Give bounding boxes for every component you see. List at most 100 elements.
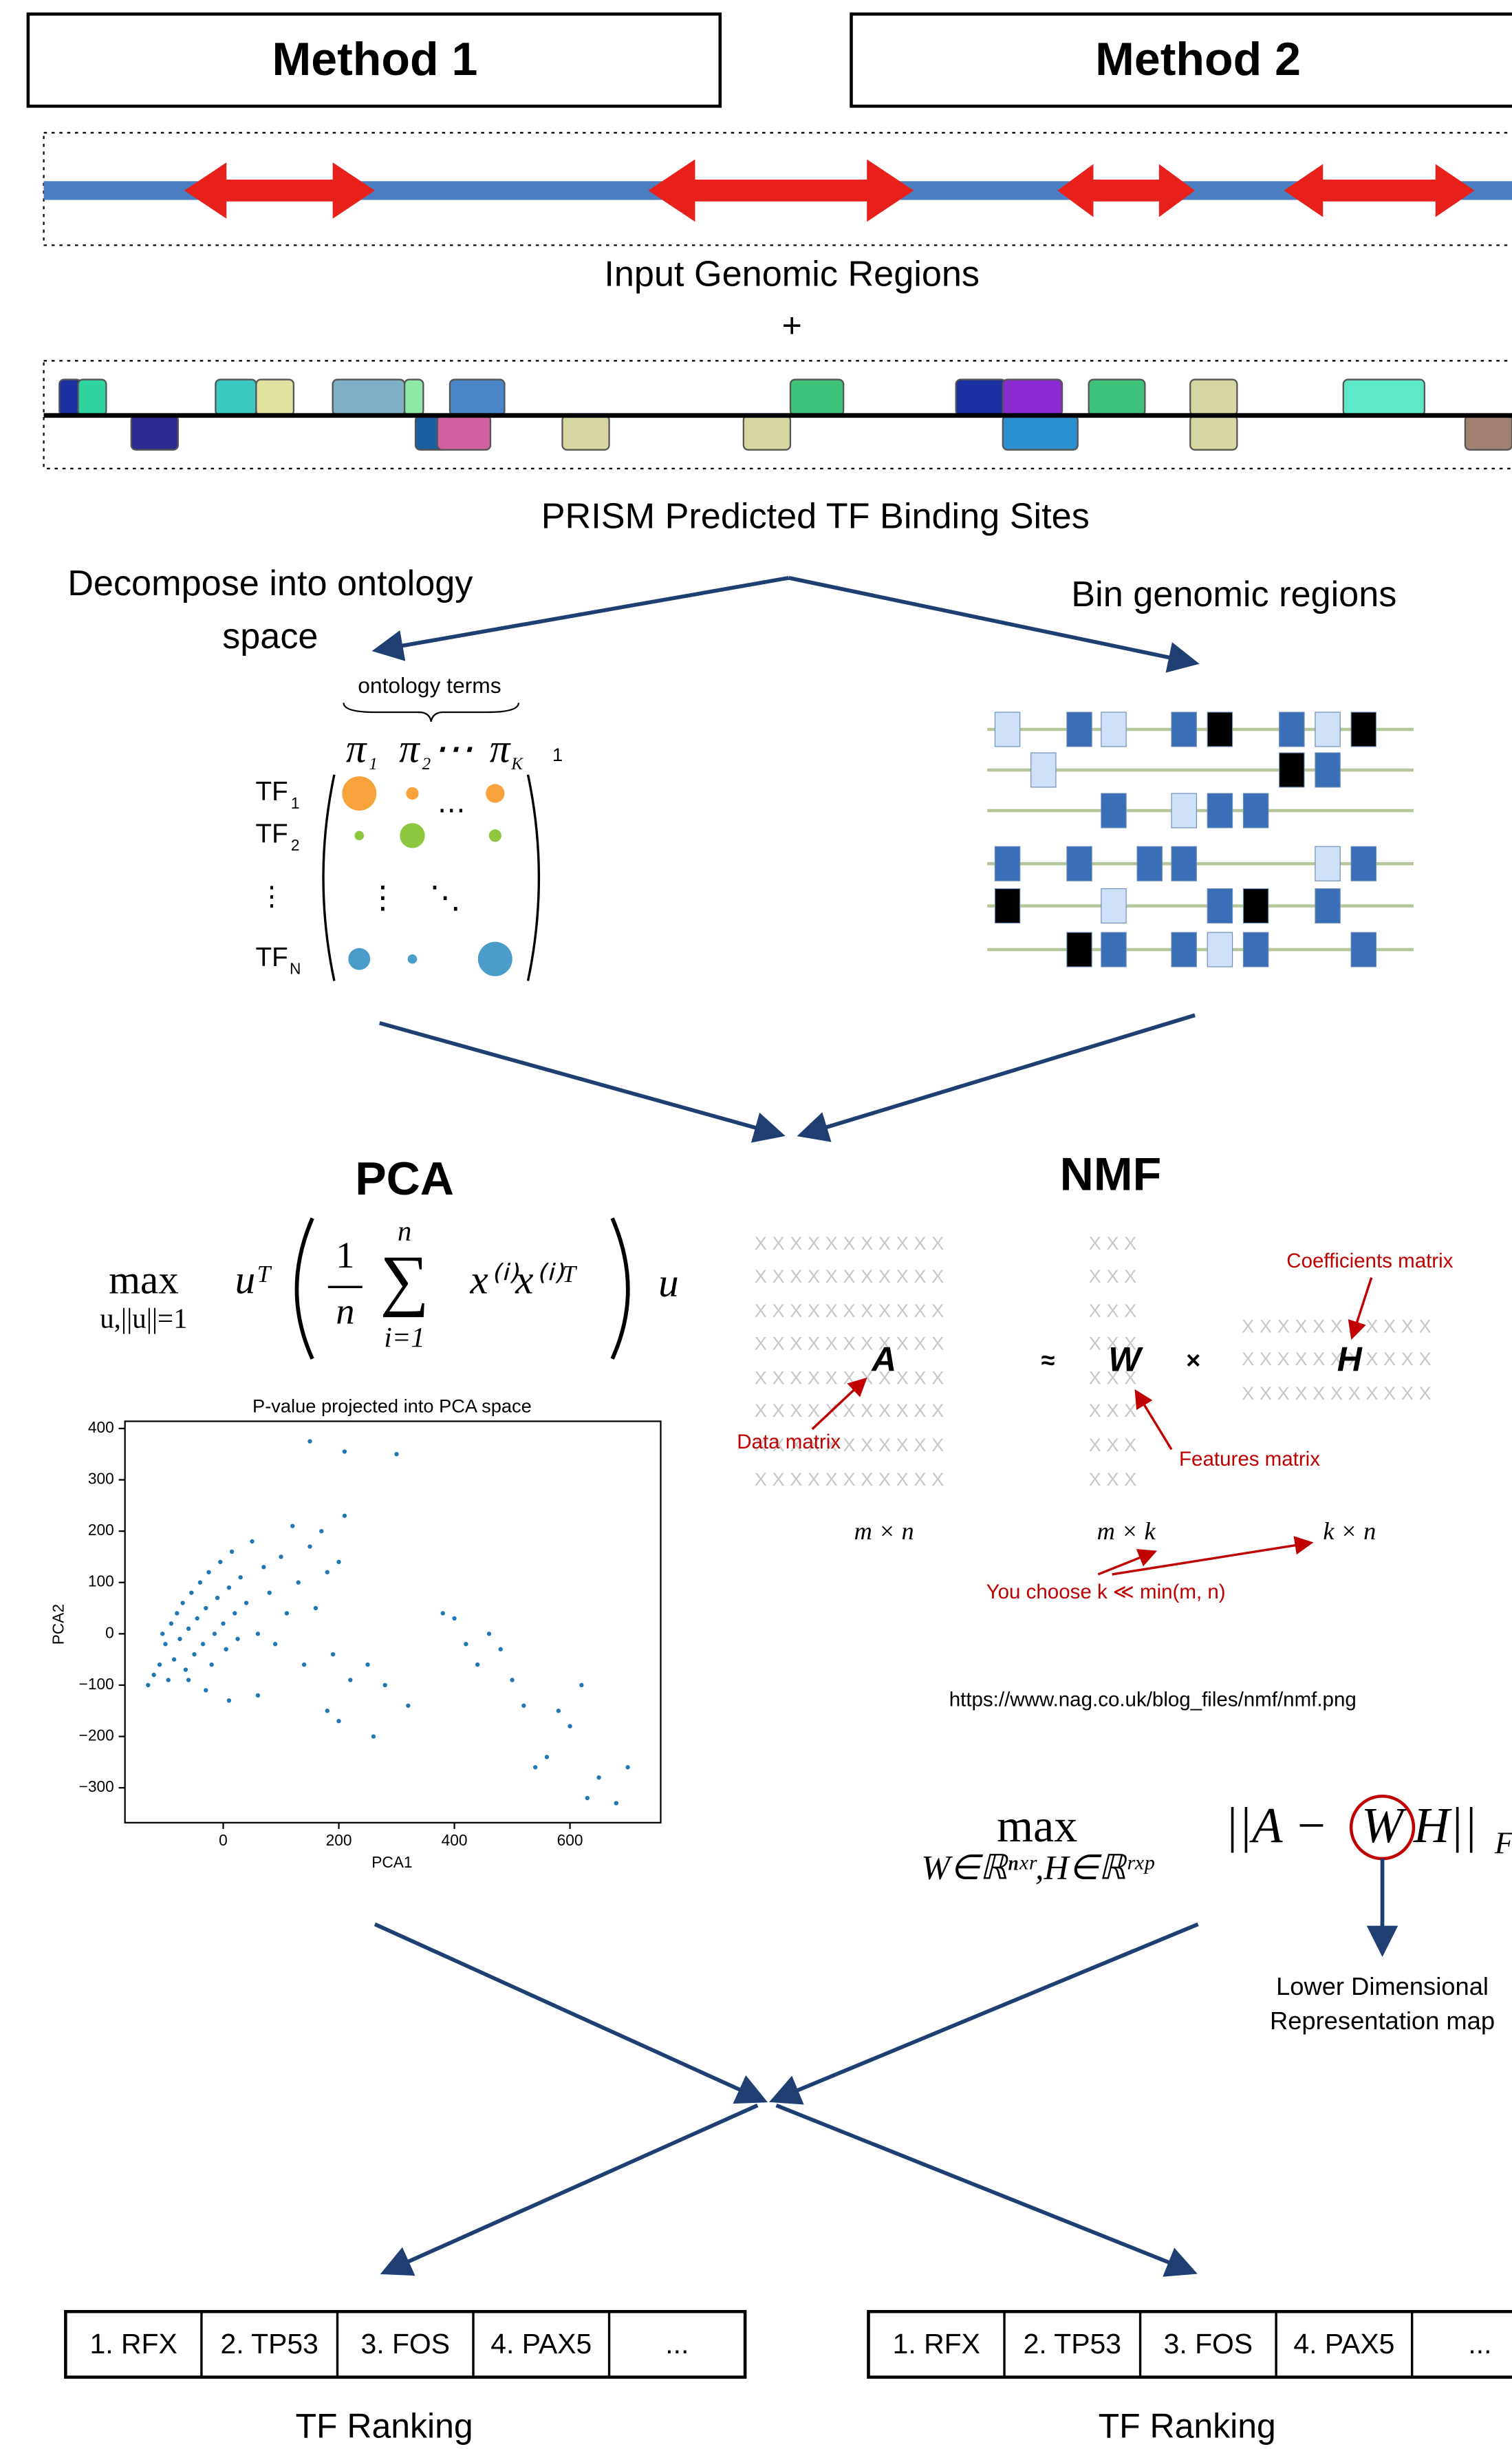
point bbox=[579, 1683, 583, 1687]
bin bbox=[1243, 888, 1268, 923]
y-tick-label: 200 bbox=[88, 1521, 114, 1539]
row-sub: N bbox=[290, 960, 301, 978]
pca-formula: max u,||u||=1 uᵀ 1 n ∑ n i=1 x⁽ⁱ⁾x⁽ⁱ⁾ᵀ u bbox=[100, 1215, 678, 1358]
paren bbox=[528, 775, 539, 981]
formula-part: W∈ℝⁿˣʳ,H∈ℝʳˣᵖ bbox=[921, 1848, 1154, 1887]
point bbox=[163, 1642, 167, 1646]
point bbox=[325, 1570, 330, 1574]
rankings: 1. RFX2. TP533. FOS4. PAX5...TF Ranking1… bbox=[65, 2311, 1512, 2445]
ranking-item: 4. PAX5 bbox=[490, 2328, 592, 2360]
y-tick-label: 300 bbox=[88, 1470, 114, 1488]
y-tick-label: −100 bbox=[79, 1675, 114, 1693]
bin bbox=[1315, 753, 1340, 787]
y-tick-label: 400 bbox=[88, 1418, 114, 1436]
bin bbox=[1243, 793, 1268, 828]
bin bbox=[1171, 793, 1196, 828]
column-symbol: ⋯ bbox=[433, 726, 473, 771]
step-label: Decompose into ontology bbox=[67, 564, 473, 603]
row-label: TF bbox=[256, 820, 288, 849]
bin bbox=[1279, 712, 1304, 747]
matrix-cells: X X X X X X X X X X X bbox=[1242, 1316, 1432, 1337]
corner-index: 1 bbox=[552, 744, 563, 765]
point bbox=[545, 1755, 549, 1759]
column-sub: 2 bbox=[422, 755, 431, 773]
matrix-cells: X X X X X X X X X X X bbox=[755, 1265, 944, 1287]
annotation: Data matrix bbox=[737, 1431, 841, 1453]
point bbox=[406, 1704, 410, 1708]
point bbox=[224, 1647, 228, 1651]
x-tick-label: 0 bbox=[219, 1831, 228, 1849]
bin bbox=[1101, 888, 1126, 923]
bin bbox=[1207, 793, 1232, 828]
y-tick-label: −300 bbox=[79, 1777, 114, 1795]
point bbox=[557, 1709, 561, 1713]
point bbox=[314, 1606, 318, 1610]
point bbox=[186, 1678, 191, 1682]
formula-part: n bbox=[398, 1215, 411, 1246]
column-symbol: π bbox=[399, 726, 420, 771]
row-label: TF bbox=[256, 777, 288, 806]
ranking-label: TF Ranking bbox=[296, 2407, 473, 2446]
x-tick-label: 200 bbox=[326, 1831, 352, 1849]
x-tick-label: 400 bbox=[442, 1831, 468, 1849]
point bbox=[302, 1662, 306, 1667]
bin bbox=[1351, 846, 1376, 881]
point bbox=[227, 1585, 231, 1590]
plot-title: P-value projected into PCA space bbox=[252, 1395, 532, 1416]
point bbox=[383, 1683, 387, 1687]
formula-part: i=1 bbox=[384, 1322, 424, 1353]
point bbox=[195, 1616, 199, 1621]
dimension: m × k bbox=[1097, 1517, 1156, 1545]
bin bbox=[1171, 846, 1196, 881]
point bbox=[146, 1683, 150, 1687]
sites-label: PRISM Predicted TF Binding Sites bbox=[541, 496, 1090, 536]
bin bbox=[1171, 712, 1196, 747]
method-title: Method 1 bbox=[272, 33, 478, 85]
formula-part: 1 bbox=[336, 1234, 354, 1276]
matrix-cells: X X X bbox=[1089, 1468, 1137, 1490]
ranking-label: TF Ranking bbox=[1099, 2407, 1276, 2446]
column-symbol: π bbox=[346, 726, 367, 771]
point bbox=[233, 1611, 237, 1615]
bin bbox=[1315, 846, 1340, 881]
bin bbox=[1031, 753, 1056, 787]
bin bbox=[1315, 888, 1340, 923]
point bbox=[158, 1662, 162, 1667]
y-tick-label: 100 bbox=[88, 1572, 114, 1590]
column-sub: 1 bbox=[369, 755, 377, 773]
point bbox=[177, 1637, 182, 1641]
bin bbox=[1207, 712, 1232, 747]
operator: ≈ bbox=[1041, 1346, 1055, 1374]
method-heading: PCA bbox=[355, 1153, 454, 1205]
bin bbox=[1101, 712, 1126, 747]
point bbox=[273, 1642, 277, 1646]
row-label: ⋮ bbox=[259, 881, 285, 911]
bin bbox=[1351, 712, 1376, 747]
point bbox=[186, 1627, 191, 1631]
brace bbox=[344, 703, 519, 721]
point bbox=[268, 1590, 272, 1594]
matrix-cells: X X X bbox=[1089, 1400, 1137, 1421]
point bbox=[201, 1642, 205, 1646]
point bbox=[331, 1652, 335, 1656]
formula-part: uᵀ bbox=[235, 1256, 273, 1302]
paren bbox=[323, 775, 334, 981]
ranking-item: 4. PAX5 bbox=[1293, 2328, 1394, 2360]
point bbox=[184, 1667, 188, 1671]
formula-part: ∑ bbox=[380, 1241, 429, 1318]
step-label: Bin genomic regions bbox=[1071, 575, 1396, 614]
formula-part: ||A − bbox=[1224, 1797, 1328, 1853]
bin bbox=[1207, 932, 1232, 967]
plot-frame bbox=[125, 1421, 661, 1822]
point bbox=[568, 1724, 572, 1728]
y-tick-label: −200 bbox=[79, 1726, 114, 1744]
point bbox=[307, 1544, 312, 1548]
point bbox=[235, 1637, 239, 1641]
bin bbox=[1243, 932, 1268, 967]
y-tick-label: 0 bbox=[105, 1623, 114, 1641]
matrix-dots bbox=[342, 776, 512, 976]
method-title: Method 2 bbox=[1095, 33, 1301, 85]
ranking-item: 3. FOS bbox=[361, 2328, 450, 2360]
point bbox=[365, 1662, 369, 1667]
bin bbox=[1351, 932, 1376, 967]
